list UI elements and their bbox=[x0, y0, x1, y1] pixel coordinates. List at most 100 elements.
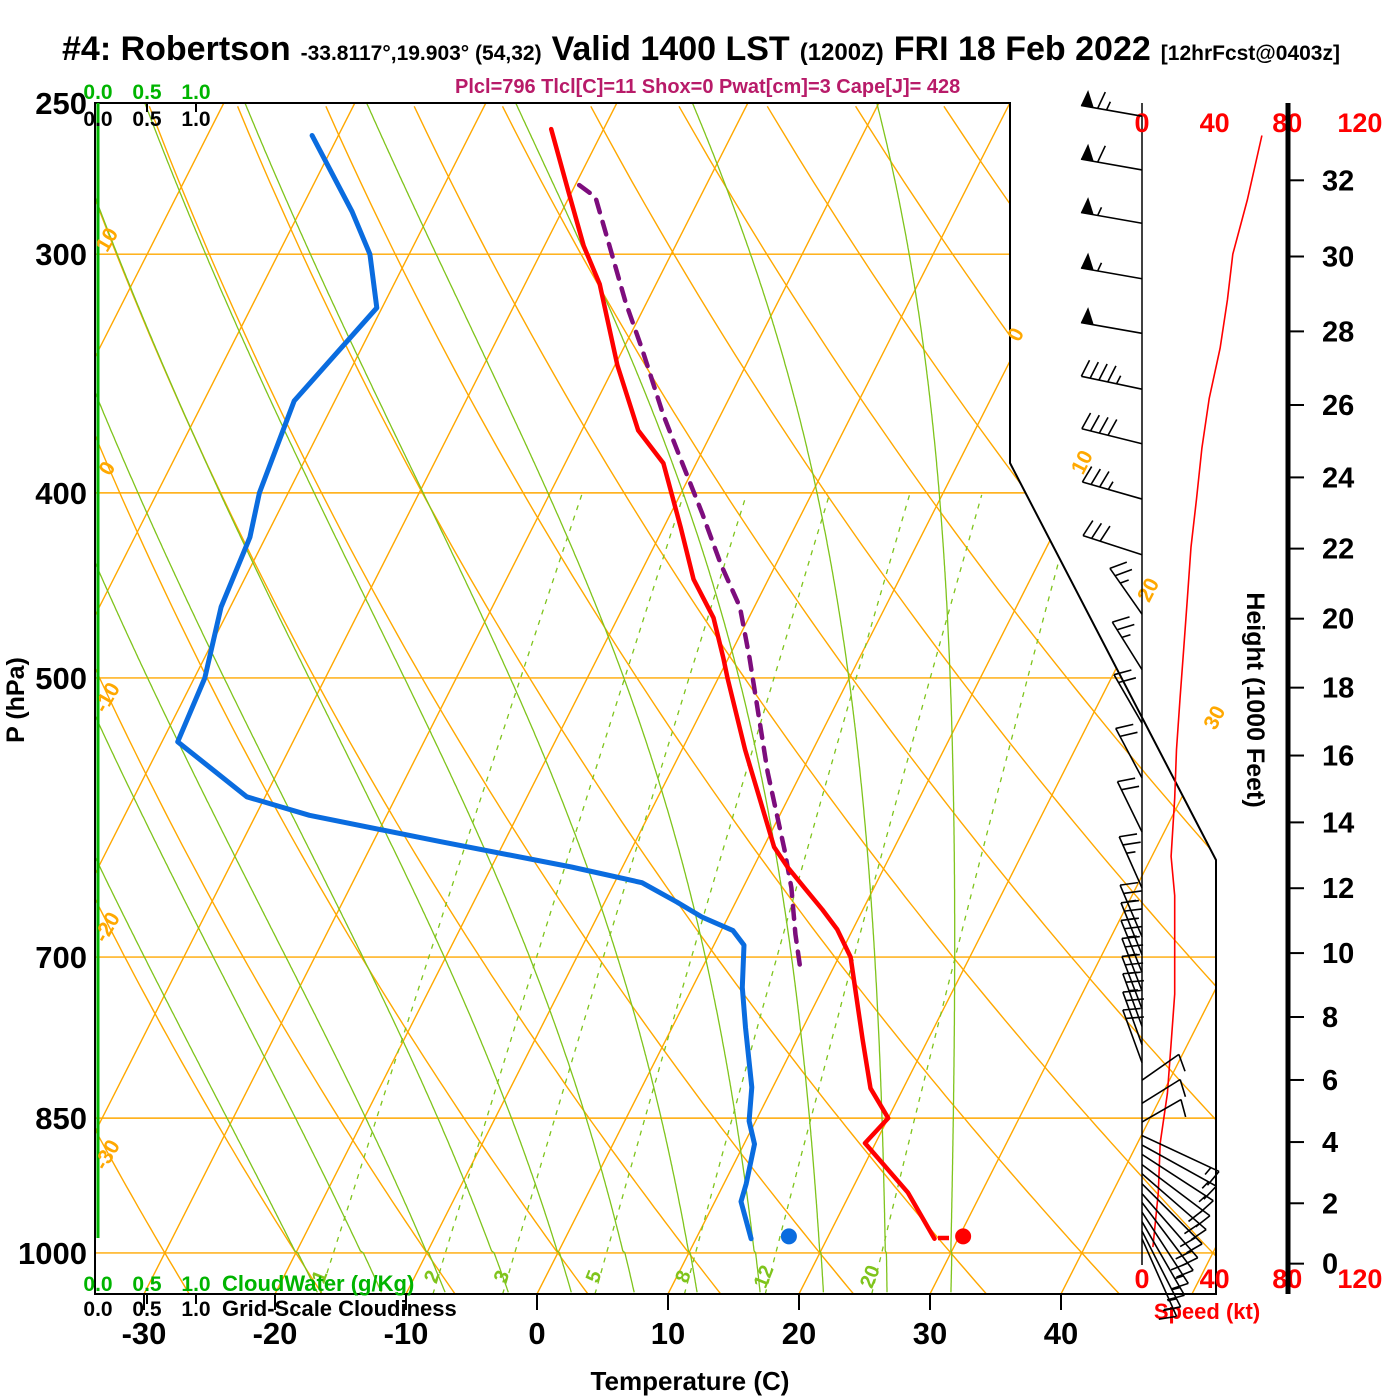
moist-adiabat-line bbox=[95, 103, 383, 1293]
dry-adiabat-line bbox=[766, 105, 1216, 1294]
wind-barb bbox=[1080, 359, 1143, 390]
stability-indices: Plcl=796 Tlcl[C]=11 Shox=0 Pwat[cm]=3 Ca… bbox=[455, 76, 961, 98]
wind-barb bbox=[1111, 616, 1143, 671]
wind-barb bbox=[1118, 833, 1143, 889]
dry-adiabat-line bbox=[325, 106, 1121, 1294]
cloudwater-axis-title: CloudWater (g/Kg) bbox=[222, 1271, 414, 1296]
forecast-tag: [12hrFcst@0403z] bbox=[1160, 42, 1340, 65]
moist-adiabat-line bbox=[514, 103, 825, 1293]
height-tick-label: 22 bbox=[1322, 534, 1354, 566]
temp-tick-label: -10 bbox=[384, 1316, 429, 1351]
isotherm-line bbox=[1191, 103, 1216, 1294]
speed-tick-label-bottom: 0 bbox=[1134, 1264, 1149, 1294]
pressure-tick-label: 500 bbox=[35, 661, 87, 696]
isotherm-label: 10 bbox=[1067, 447, 1098, 478]
dry-adiabat-line bbox=[95, 106, 722, 1294]
height-tick-label: 32 bbox=[1322, 165, 1354, 197]
wind-barb bbox=[1141, 1053, 1186, 1081]
mixing-ratio-label: 2 bbox=[420, 1267, 445, 1286]
wind-barb bbox=[1113, 669, 1143, 724]
moist-adiabat-line bbox=[95, 103, 446, 1293]
height-tick-label: 26 bbox=[1322, 390, 1354, 422]
mixing-ratio-line bbox=[319, 494, 583, 1294]
wind-barb bbox=[1080, 307, 1143, 335]
wind-barb bbox=[1141, 1098, 1187, 1123]
dry-adiabat-line bbox=[95, 106, 456, 1294]
wind-barb bbox=[1141, 1078, 1187, 1105]
height-tick-label: 30 bbox=[1322, 241, 1354, 273]
isotherm-line bbox=[536, 103, 1142, 1294]
moist-adiabat-line bbox=[243, 103, 698, 1293]
dry-adiabat-line bbox=[501, 105, 1216, 1294]
cloudiness-scale-top: 1.0 bbox=[181, 108, 210, 131]
cloudiness-axis-title: Grid-Scale Cloudiness bbox=[222, 1296, 457, 1321]
speed-tick-label-top: 0 bbox=[1134, 108, 1149, 138]
speed-tick-label-top: 120 bbox=[1337, 108, 1382, 138]
cloudiness-scale-top: 0.0 bbox=[83, 108, 112, 131]
temp-tick-label: 20 bbox=[782, 1316, 816, 1351]
cloudiness-scale-bottom: 0.5 bbox=[132, 1298, 162, 1321]
wind-barb bbox=[1081, 466, 1143, 500]
temp-axis-title: Temperature (C) bbox=[591, 1366, 790, 1396]
station-coords: -33.8117°,19.903° (54,32) bbox=[300, 42, 542, 65]
height-tick-label: 20 bbox=[1322, 604, 1354, 636]
isotherm-line bbox=[798, 103, 1216, 1294]
temp-tick-label: 40 bbox=[1044, 1316, 1078, 1351]
cloudiness-scale-bottom: 1.0 bbox=[181, 1298, 210, 1321]
cloudwater-scale-bottom: 0.5 bbox=[132, 1273, 162, 1296]
moist-adiabat-line bbox=[875, 103, 956, 1293]
moist-adiabat-line bbox=[95, 103, 572, 1293]
moist-adiabat-line bbox=[95, 103, 318, 1293]
mixing-ratio-label: 12 bbox=[750, 1262, 779, 1291]
mixing-ratio-line bbox=[871, 494, 1078, 1294]
grid-lines bbox=[95, 103, 1216, 1294]
isotherm-line bbox=[95, 103, 618, 1294]
isotherm-line bbox=[1060, 103, 1216, 1294]
isotherm-label: 20 bbox=[1133, 574, 1164, 605]
height-tick-label: 28 bbox=[1322, 316, 1354, 348]
wind-barb bbox=[1080, 252, 1143, 280]
temp-tick-label: -30 bbox=[122, 1316, 167, 1351]
pressure-tick-label: 250 bbox=[35, 86, 87, 121]
title-bar: #4: Robertson -33.8117°,19.903° (54,32) … bbox=[62, 30, 1340, 69]
wind-barb bbox=[1080, 143, 1143, 171]
speed-tick-label-top: 40 bbox=[1200, 108, 1230, 138]
isotherm-line bbox=[95, 103, 487, 1294]
mixing-ratio-line bbox=[764, 494, 983, 1294]
wind-barb bbox=[1109, 561, 1143, 615]
dry-adiabat-line bbox=[413, 105, 1216, 1294]
dry-adiabat-line bbox=[95, 106, 589, 1294]
cloudwater-scale-top: 0.5 bbox=[132, 81, 162, 104]
wind-barb bbox=[1141, 1144, 1217, 1200]
cloudwater-scale-top: 1.0 bbox=[181, 81, 210, 104]
temp-tick-label: 30 bbox=[913, 1316, 947, 1351]
pressure-tick-label: 300 bbox=[35, 237, 87, 272]
wind-barb bbox=[1141, 1238, 1178, 1320]
dewpoint-curve bbox=[175, 133, 757, 1242]
height-tick-label: 2 bbox=[1322, 1188, 1338, 1220]
pressure-axis-title: P (hPa) bbox=[2, 657, 30, 743]
wind-barb bbox=[1082, 520, 1143, 556]
surface-dewp-dot bbox=[780, 1228, 797, 1245]
valid-date: FRI 18 Feb 2022 bbox=[893, 30, 1151, 68]
moist-adiabat-line bbox=[143, 103, 635, 1293]
wind-barb bbox=[1141, 1134, 1220, 1186]
height-axis-title: Height (1000 Feet) bbox=[1241, 592, 1269, 807]
mixing-ratio-label: 5 bbox=[582, 1267, 607, 1286]
dry-adiabat-line bbox=[590, 105, 1216, 1294]
cloudwater-scale-top: 0.0 bbox=[83, 81, 112, 104]
height-tick-label: 6 bbox=[1322, 1065, 1338, 1097]
speed-tick-label-bottom: 120 bbox=[1337, 1264, 1382, 1294]
dry-adiabat-line bbox=[95, 106, 323, 1294]
dry-adiabat-line bbox=[95, 106, 190, 1294]
isotherm-line bbox=[929, 103, 1216, 1294]
wind-barb bbox=[1115, 723, 1143, 779]
pressure-tick-label: 1000 bbox=[18, 1236, 87, 1271]
isotherm-label: 0 bbox=[1003, 324, 1029, 345]
height-tick-label: 24 bbox=[1322, 462, 1354, 494]
mixing-ratio-line bbox=[501, 494, 747, 1294]
isotherm-line bbox=[405, 103, 1011, 1294]
mixing-ratio-label: 3 bbox=[490, 1267, 515, 1286]
